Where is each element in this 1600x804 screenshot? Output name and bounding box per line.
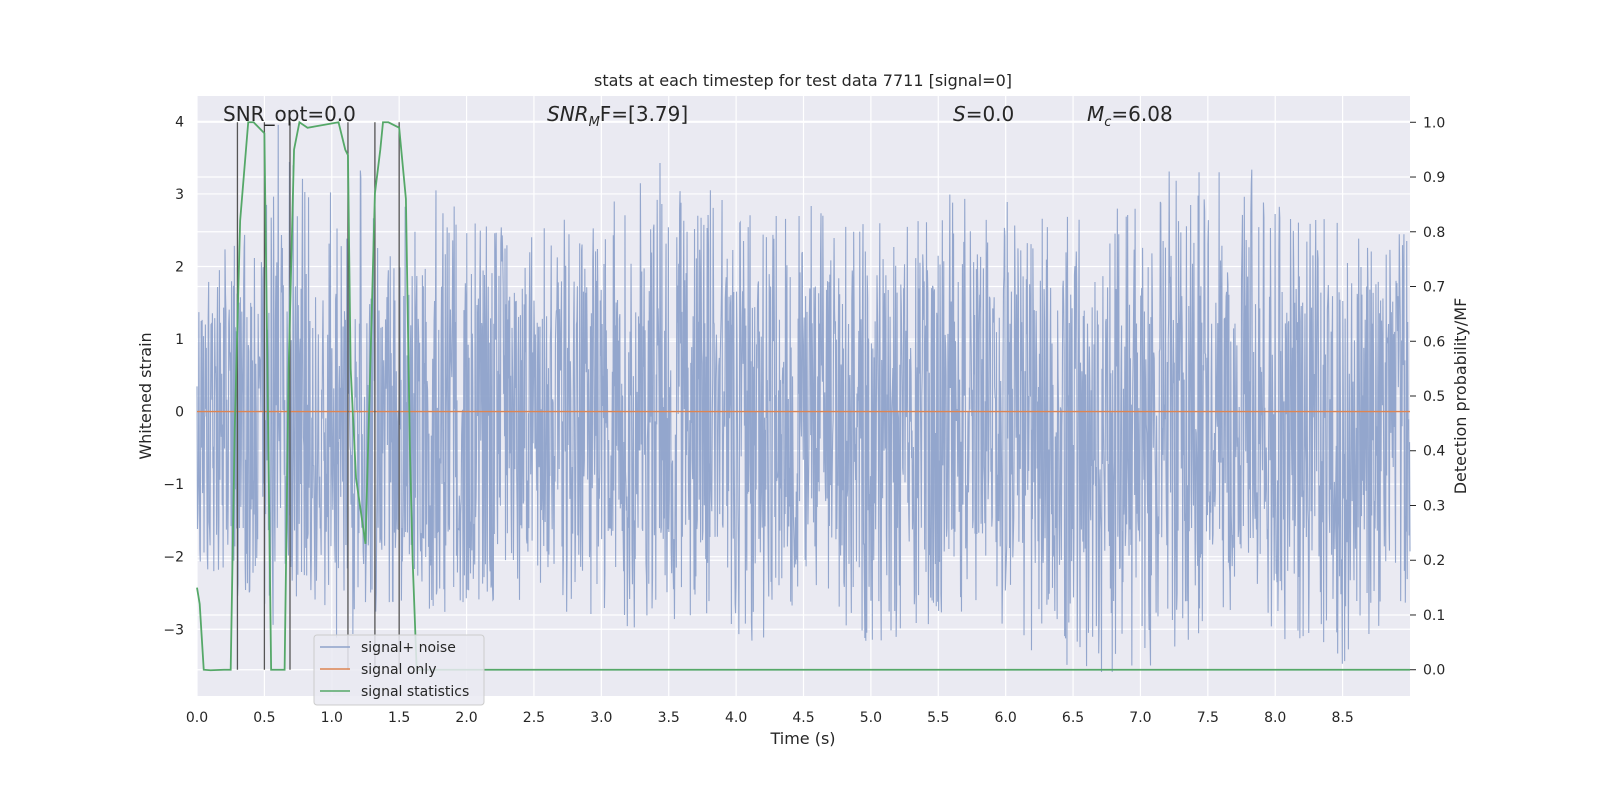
y2-tick-label: 0.0 <box>1423 663 1445 679</box>
s-symbol: S <box>953 102 966 126</box>
x-tick-label: 1.0 <box>321 710 343 726</box>
y-tick-label: 0 <box>175 405 184 421</box>
mc-annotation: Mc=6.08 <box>1087 102 1173 130</box>
x-tick-labels: 0.0 0.5 1.0 1.5 2.0 2.5 3.0 3.5 4.0 4.5 5.0 5.5 6.0 6… <box>186 710 1354 726</box>
legend-label-signal-noise: signal+ noise <box>361 640 456 656</box>
y-tick-label: −1 <box>163 477 184 493</box>
x-tick-label: 3.0 <box>590 710 612 726</box>
y2-tick-label: 0.4 <box>1423 444 1445 460</box>
s-value: =0.0 <box>966 102 1015 126</box>
y2-axis-label: Detection probability/MF <box>1451 298 1470 495</box>
s-annotation: S=0.0 <box>953 102 1014 126</box>
legend-box <box>313 634 485 706</box>
x-tick-label: 5.0 <box>860 710 882 726</box>
x-tick-label: 4.5 <box>792 710 814 726</box>
y-tick-label: 2 <box>175 259 184 275</box>
x-tick-label: 4.0 <box>725 710 747 726</box>
snr-mf-subscript: M <box>589 115 600 130</box>
x-tick-label: 2.0 <box>455 710 477 726</box>
snr-mf-annotation: SNRMF=[3.79] <box>547 102 688 130</box>
y2-tick-label: 0.7 <box>1423 280 1445 296</box>
y2-tick-label: 0.8 <box>1423 225 1445 241</box>
x-tick-label: 7.0 <box>1129 710 1151 726</box>
y-tick-label: −2 <box>163 550 184 566</box>
y-tick-label: 4 <box>175 114 184 130</box>
annotation-layer: SNR_opt=0.0 SNRMF=[3.79] S=0.0 Mc=6.08 <box>223 102 1173 130</box>
x-tick-label: 8.0 <box>1264 710 1286 726</box>
y-tick-label: 3 <box>175 187 184 203</box>
chart-title: stats at each timestep for test data 771… <box>594 71 1012 90</box>
y-tick-labels: 4 3 2 1 0 −1 −2 −3 <box>163 114 184 638</box>
x-tick-label: 0.5 <box>253 710 275 726</box>
y2-tick-label: 0.2 <box>1423 553 1445 569</box>
x-tick-label: 5.5 <box>927 710 949 726</box>
snr-opt-annotation: SNR_opt=0.0 <box>223 102 356 126</box>
y2-tick-label: 0.1 <box>1423 608 1445 624</box>
y-axis-label: Whitened strain <box>136 332 155 459</box>
y2-tick-label: 0.3 <box>1423 498 1445 514</box>
x-axis-label: Time (s) <box>769 729 835 748</box>
legend-label-signal-statistics: signal statistics <box>361 684 469 700</box>
mc-value: =6.08 <box>1111 102 1172 126</box>
y-tick-label: 1 <box>175 332 184 348</box>
y2-tick-labels: 1.0 0.9 0.8 0.7 0.6 0.5 0.4 0.3 0.2 0.1 0.0 <box>1410 115 1445 679</box>
legend: signal+ noise signal only signal statist… <box>313 634 485 706</box>
y-tick-label: −3 <box>163 622 184 638</box>
x-tick-label: 6.5 <box>1062 710 1084 726</box>
y2-tick-label: 1.0 <box>1423 115 1445 131</box>
snr-mf-symbol: SNR <box>547 102 589 126</box>
y2-tick-label: 0.9 <box>1423 170 1445 186</box>
signal-statistics-line <box>196 120 1410 672</box>
y2-tick-label: 0.5 <box>1423 389 1445 405</box>
x-tick-label: 7.5 <box>1197 710 1219 726</box>
mc-subscript: c <box>1104 115 1111 130</box>
x-tick-label: 3.5 <box>658 710 680 726</box>
snr-mf-value: F=[3.79] <box>600 102 688 126</box>
y2-tick-label: 0.6 <box>1423 334 1445 350</box>
x-tick-label: 8.5 <box>1331 710 1353 726</box>
x-tick-label: 1.5 <box>388 710 410 726</box>
mc-symbol: M <box>1087 102 1104 126</box>
x-tick-label: 0.0 <box>186 710 208 726</box>
x-tick-label: 2.5 <box>523 710 545 726</box>
x-tick-label: 6.0 <box>995 710 1017 726</box>
signal-statistics-layer <box>196 120 1410 672</box>
legend-label-signal-only: signal only <box>361 662 436 678</box>
